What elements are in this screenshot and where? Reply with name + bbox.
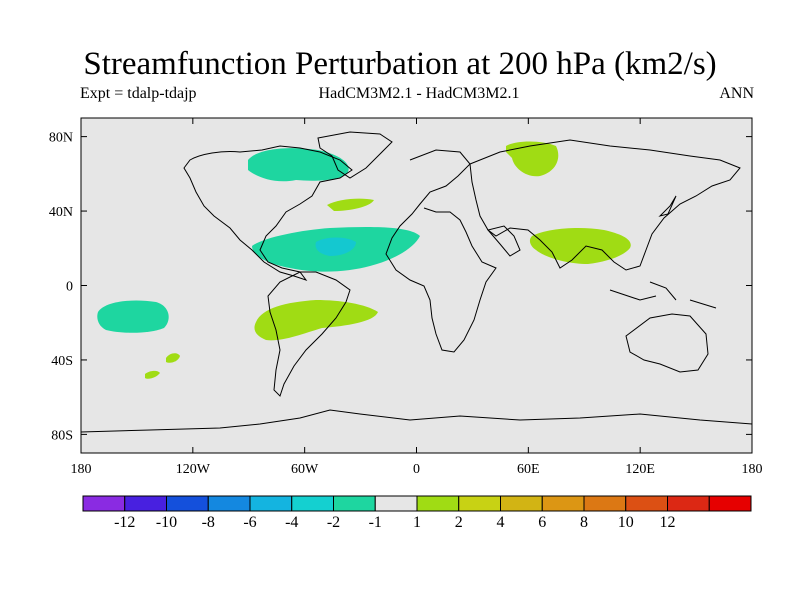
colorbar-swatch (333, 495, 376, 512)
coast-south-america (267, 271, 351, 397)
lon-tick-label: 180 (742, 462, 763, 477)
colorbar-label: 10 (618, 514, 634, 531)
lon-tick-label: 180 (71, 462, 92, 477)
contour-pacific-small-positive-1 (166, 353, 180, 363)
colorbar-label: -6 (243, 514, 256, 531)
lat-tick-label: 40S (51, 354, 73, 369)
coast-europe-africa (385, 149, 497, 353)
colorbar-swatch (583, 495, 627, 512)
coast-japan (658, 195, 677, 217)
colorbar-swatch (249, 495, 293, 512)
contour-fills (97, 141, 631, 379)
model-label: HadCM3M2.1 - HadCM3M2.1 (318, 85, 520, 102)
colorbar-swatch (541, 495, 585, 512)
lon-tick-label: 120W (176, 462, 211, 477)
longitude-axis: 180 120W 60W 0 60E 120E 180 (71, 118, 763, 477)
lon-tick-label: 120E (625, 462, 655, 477)
colorbar-swatch (82, 495, 126, 512)
coast-arabia (487, 225, 521, 257)
colorbar-label: 1 (413, 514, 421, 531)
experiment-label: Expt = tdalp-tdajp (80, 85, 197, 102)
colorbar-label: 12 (660, 514, 676, 531)
lat-tick-label: 0 (66, 280, 73, 295)
contour-siberia-positive (506, 141, 559, 177)
colorbar-swatch (124, 495, 167, 512)
coast-maritime (609, 281, 717, 309)
colorbar-label: -2 (327, 514, 340, 531)
contour-canada-negative (248, 148, 349, 182)
coast-greenland (317, 131, 393, 179)
contour-pacific-negative (97, 300, 169, 333)
coast-antarctica (80, 409, 753, 433)
colorbar-label: 4 (497, 514, 505, 531)
coast-asia (469, 139, 741, 271)
latitude-axis: 80N 40N 0 40S 80S (49, 131, 752, 443)
coast-north-america (183, 145, 353, 281)
contour-pacific-small-positive-2 (145, 370, 160, 379)
lon-tick-label: 60W (291, 462, 319, 477)
coastlines (80, 131, 753, 433)
colorbar-swatch (500, 495, 543, 512)
contour-south-america-positive (254, 300, 378, 341)
colorbar: -12 -10 -8 -6 -4 -2 -1 1 2 4 6 8 10 12 (82, 495, 752, 531)
contour-south-asia-positive (529, 228, 631, 264)
contour-tropical-atlantic-core (315, 237, 356, 256)
colorbar-swatch (708, 495, 752, 512)
colorbar-swatch (667, 495, 710, 512)
lat-tick-label: 80S (51, 428, 73, 443)
colorbar-label: 8 (580, 514, 588, 531)
lat-tick-label: 80N (49, 131, 73, 146)
colorbar-label: -12 (114, 514, 135, 531)
colorbar-swatch (625, 495, 668, 512)
colorbar-label: -1 (369, 514, 382, 531)
season-label: ANN (719, 85, 754, 102)
colorbar-label: 2 (455, 514, 463, 531)
map-background (81, 118, 752, 453)
colorbar-label: -8 (202, 514, 215, 531)
colorbar-swatch (458, 495, 501, 512)
colorbar-swatch (291, 495, 334, 512)
colorbar-label: -10 (156, 514, 177, 531)
map-title: Streamfunction Perturbation at 200 hPa (… (83, 46, 717, 82)
colorbar-swatch (374, 495, 418, 512)
colorbar-swatch (166, 495, 209, 512)
colorbar-label: -4 (285, 514, 298, 531)
lon-tick-label: 0 (413, 462, 420, 477)
coast-australia (625, 313, 709, 373)
colorbar-swatch (207, 495, 251, 512)
lat-tick-label: 40N (49, 205, 73, 220)
colorbar-label: 6 (538, 514, 546, 531)
contour-atlantic-small-positive (327, 198, 374, 211)
lon-tick-label: 60E (517, 462, 540, 477)
colorbar-swatch (416, 495, 460, 512)
